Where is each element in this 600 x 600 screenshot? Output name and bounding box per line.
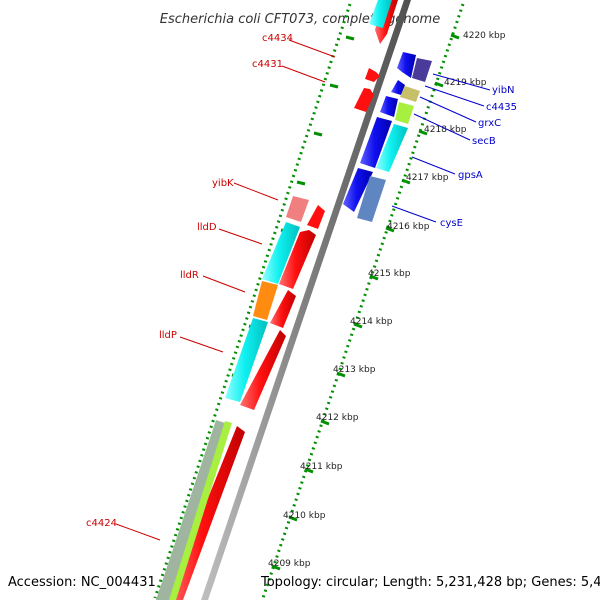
scale-label-4217: 4217 kbp	[406, 173, 449, 183]
gene-c4435	[391, 80, 405, 95]
gene-gpsA	[376, 124, 408, 172]
label-c4431: c4431	[252, 59, 283, 70]
scale-label-4209: 4209 kbp	[268, 559, 311, 569]
left-gene-labels	[115, 39, 336, 541]
scale-label-4218: 4218 kbp	[424, 125, 467, 135]
gene-yibN	[397, 52, 416, 78]
gene-lldD	[279, 230, 316, 289]
gene-lldD-cyan	[262, 222, 300, 284]
gene-lldR	[270, 290, 296, 328]
gene-yibN-purple	[412, 58, 432, 82]
gene-c4431	[354, 88, 374, 112]
inner-scale-ruler	[153, 3, 352, 599]
label-grxC: grxC	[478, 118, 501, 129]
gene-c4424-lime	[169, 421, 232, 600]
genome-backbone	[201, 0, 411, 600]
scale-label-4214: 4214 kbp	[350, 317, 393, 327]
gene-c4424-green	[156, 420, 228, 600]
scale-label-4211: 4211 kbp	[300, 462, 343, 472]
gene-cysE	[357, 176, 386, 222]
outer-ruler-ticks	[271, 33, 460, 571]
scale-label-4215: 4215 kbp	[368, 269, 411, 279]
gene-grxC	[400, 86, 420, 102]
gene-secB	[395, 102, 414, 124]
topology-text: Topology: circular; Length: 5,231,428 bp…	[260, 575, 600, 590]
right-gene-cluster	[343, 52, 432, 222]
scale-label-4210: 4210 kbp	[283, 511, 326, 521]
scale-label-4216: 4216 kbp	[387, 222, 430, 232]
gene-lldP-cyan	[225, 318, 268, 402]
label-c4435: c4435	[486, 102, 517, 113]
label-c4434: c4434	[262, 33, 293, 44]
gene-yibK-fwd	[307, 205, 325, 229]
label-yibK: yibK	[212, 178, 234, 189]
reverse-strand-genes	[156, 0, 392, 600]
right-gene-labels	[391, 73, 491, 223]
accession-text: Accession: NC_004431	[8, 575, 156, 590]
label-lldD: lldD	[197, 222, 217, 233]
gene-yibK	[286, 196, 309, 222]
gene-lldR-orange	[253, 281, 278, 320]
gene-cysE-blue	[343, 168, 373, 212]
gene-lldP	[240, 330, 286, 410]
scale-label-4213: 4213 kbp	[333, 365, 376, 375]
label-c4424: c4424	[86, 518, 117, 529]
scale-label-4220: 4220 kbp	[463, 31, 506, 41]
label-yibN: yibN	[492, 85, 515, 96]
label-cysE: cysE	[440, 218, 463, 229]
gene-cyan-top	[369, 0, 392, 28]
gene-secB-blue	[380, 96, 398, 117]
label-gpsA: gpsA	[458, 170, 483, 181]
gene-gpsA-blue	[360, 117, 392, 168]
outer-scale-ruler	[261, 3, 465, 599]
scale-label-4212: 4212 kbp	[316, 413, 359, 423]
gene-c4434	[365, 68, 380, 82]
label-secB: secB	[472, 136, 496, 147]
label-lldP: lldP	[159, 330, 177, 341]
label-lldR: lldR	[180, 270, 199, 281]
